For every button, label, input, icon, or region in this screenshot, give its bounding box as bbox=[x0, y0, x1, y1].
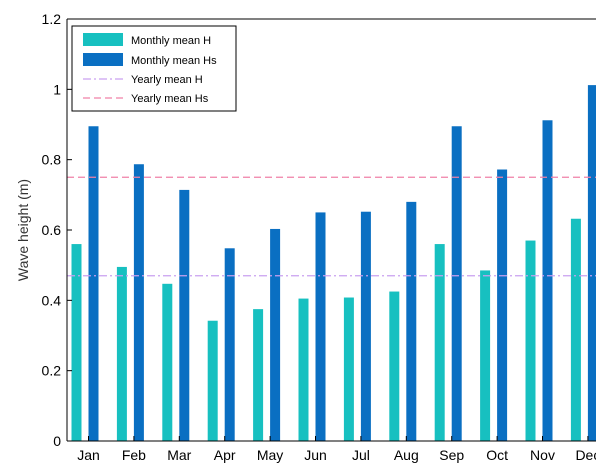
y-tick-label: 0.8 bbox=[42, 152, 62, 168]
bar-h-feb bbox=[116, 266, 127, 441]
legend-entry-label: Monthly mean Hs bbox=[131, 55, 217, 67]
x-tick-label-nov: Nov bbox=[530, 447, 555, 463]
reference-lines-group bbox=[67, 176, 596, 277]
x-tick-label-feb: Feb bbox=[122, 447, 146, 463]
bar-hs-dec bbox=[587, 85, 596, 441]
bar-h-apr bbox=[207, 320, 218, 441]
y-tick-label: 0 bbox=[53, 433, 61, 449]
bar-hs-nov bbox=[542, 120, 553, 441]
y-tick-label: 1.2 bbox=[42, 11, 62, 27]
y-tick-label: 0.4 bbox=[42, 292, 62, 308]
bar-h-jan bbox=[71, 244, 82, 441]
bar-hs-sep bbox=[451, 126, 462, 441]
bar-h-aug bbox=[389, 291, 400, 441]
bar-hs-mar bbox=[179, 189, 190, 441]
y-tick-label: 1 bbox=[53, 81, 61, 97]
legend-entry-label: Yearly mean H bbox=[131, 74, 203, 86]
y-ticks-group: 0 0.2 0.4 0.6 0.8 1 1.2 bbox=[42, 11, 72, 449]
legend-swatch bbox=[83, 33, 123, 46]
x-tick-label-apr: Apr bbox=[214, 447, 236, 463]
x-tick-label-jun: Jun bbox=[304, 447, 327, 463]
bar-h-dec bbox=[570, 218, 581, 441]
legend-entry-label: Yearly mean Hs bbox=[131, 93, 209, 105]
x-tick-label-may: May bbox=[257, 447, 283, 463]
bar-h-jun bbox=[298, 298, 309, 441]
x-ticks-group: Jan Feb Mar Apr May Jun Jul Aug Sep Oct Nov Dec bbox=[77, 436, 596, 463]
legend-swatch bbox=[83, 53, 123, 66]
bar-hs-jan bbox=[88, 126, 99, 441]
legend-entry-label: Monthly mean H bbox=[131, 35, 211, 47]
bar-h-may bbox=[253, 309, 264, 441]
bar-hs-may bbox=[270, 228, 281, 441]
y-tick-label: 0.6 bbox=[42, 222, 62, 238]
bar-hs-jul bbox=[360, 211, 371, 441]
bar-h-jul bbox=[343, 297, 354, 441]
bar-h-nov bbox=[525, 240, 536, 441]
x-tick-label-aug: Aug bbox=[394, 447, 419, 463]
x-tick-label-mar: Mar bbox=[167, 447, 191, 463]
bar-h-sep bbox=[434, 244, 445, 441]
x-tick-label-jan: Jan bbox=[77, 447, 100, 463]
bar-hs-aug bbox=[406, 201, 417, 441]
legend: Monthly mean H Monthly mean Hs Yearly mean… bbox=[71, 25, 237, 112]
bar-hs-apr bbox=[224, 248, 235, 441]
bar-h-mar bbox=[162, 283, 173, 441]
x-tick-label-sep: Sep bbox=[439, 447, 464, 463]
bar-h-oct bbox=[480, 270, 491, 441]
x-tick-label-jul: Jul bbox=[352, 447, 370, 463]
x-tick-label-dec: Dec bbox=[575, 447, 596, 463]
bar-hs-feb bbox=[133, 164, 144, 441]
y-tick-label: 0.2 bbox=[42, 363, 62, 379]
bars-group bbox=[71, 85, 596, 441]
bar-hs-jun bbox=[315, 212, 326, 441]
x-tick-label-oct: Oct bbox=[486, 447, 508, 463]
y-axis-label: Wave height (m) bbox=[15, 179, 31, 281]
bar-hs-oct bbox=[497, 169, 508, 441]
